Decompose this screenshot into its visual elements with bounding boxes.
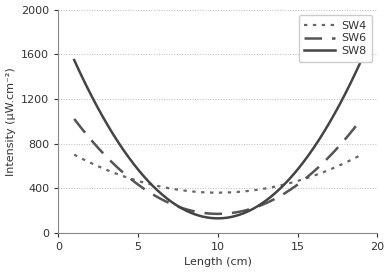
SW8: [353, 72, 357, 75]
SW4: [243, 189, 248, 193]
SW4: [215, 191, 220, 194]
SW8: [359, 58, 364, 62]
SW6: [353, 126, 357, 129]
SW4: [228, 191, 232, 194]
Y-axis label: Intensity (μW.cm⁻²): Intensity (μW.cm⁻²): [5, 67, 16, 176]
SW6: [243, 209, 248, 212]
SW6: [72, 117, 76, 121]
SW8: [72, 58, 76, 62]
SW6: [359, 117, 364, 121]
Line: SW8: SW8: [74, 60, 362, 218]
Line: SW6: SW6: [74, 119, 362, 214]
SW4: [210, 191, 215, 194]
SW4: [353, 156, 357, 160]
SW4: [359, 153, 364, 156]
SW8: [308, 151, 312, 155]
SW8: [228, 215, 232, 219]
SW8: [210, 216, 215, 220]
SW4: [208, 191, 213, 194]
SW6: [215, 212, 220, 215]
SW6: [208, 212, 213, 215]
SW8: [215, 217, 220, 220]
SW8: [243, 211, 248, 214]
SW6: [228, 212, 232, 215]
SW6: [210, 212, 215, 215]
SW4: [308, 175, 312, 179]
SW8: [208, 216, 213, 219]
Line: SW4: SW4: [74, 155, 362, 193]
X-axis label: Length (cm): Length (cm): [184, 257, 252, 268]
Legend: SW4, SW6, SW8: SW4, SW6, SW8: [299, 15, 372, 62]
SW4: [72, 153, 76, 156]
SW6: [308, 173, 312, 176]
